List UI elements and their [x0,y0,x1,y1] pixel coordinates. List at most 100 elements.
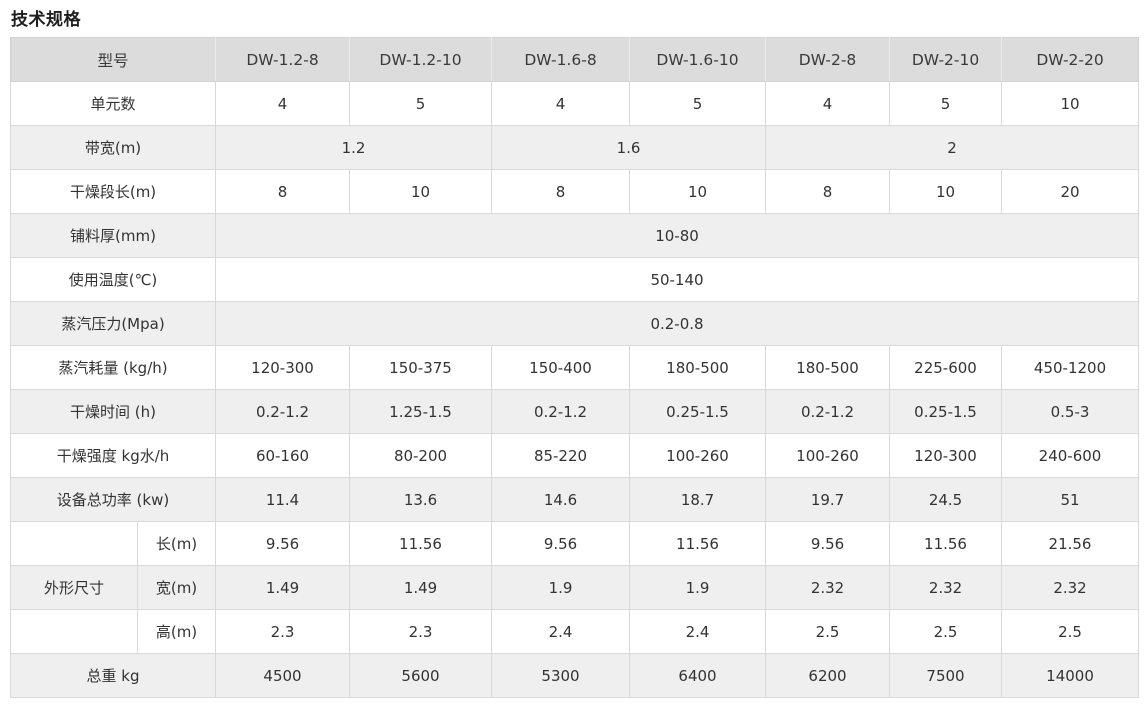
dimension-height-value: 2.4 [491,609,631,654]
total-power-value: 18.7 [629,477,767,522]
steam-consumption-value: 180-500 [765,345,891,390]
steam-consumption-value: 150-375 [349,345,493,390]
drying-length-value: 10 [629,169,767,214]
table-row-belt-width: 带宽(m) 1.2 1.6 2 [9,125,1140,170]
dimension-height-value: 2.5 [765,609,891,654]
drying-time-value: 0.5-3 [1001,389,1140,434]
dimensions-group-cell-empty [10,521,138,566]
dimension-length-value: 9.56 [215,521,351,566]
unit-count-value: 4 [491,81,631,126]
dimensions-group-cell-empty [10,609,138,654]
table-row-steam-pressure: 蒸汽压力(Mpa) 0.2-0.8 [9,301,1140,346]
dimension-length-value: 9.56 [491,521,631,566]
total-weight-value: 6400 [629,653,767,698]
table-row-dimension-height: 高(m) 2.3 2.3 2.4 2.4 2.5 2.5 2.5 [10,609,1140,654]
drying-length-value: 10 [349,169,493,214]
dimension-width-value: 1.9 [629,565,767,610]
total-weight-value: 14000 [1001,653,1140,698]
model-header: DW-1.2-8 [215,37,351,82]
row-label-steam-pressure: 蒸汽压力(Mpa) [9,301,217,346]
belt-width-value: 1.6 [491,125,767,170]
dimension-width-value: 2.32 [765,565,891,610]
total-power-value: 24.5 [889,477,1003,522]
page-title: 技术规格 [11,10,81,30]
table-row-drying-intensity: 干燥强度 kg水/h 60-160 80-200 85-220 100-260 … [9,433,1140,478]
row-label-drying-intensity: 干燥强度 kg水/h [9,433,217,478]
model-header: DW-1.6-10 [629,37,767,82]
unit-count-value: 5 [889,81,1003,126]
row-label-total-power: 设备总功率 (kw) [9,477,217,522]
total-weight-value: 5300 [491,653,631,698]
dimension-width-value: 2.32 [889,565,1003,610]
row-label-belt-width: 带宽(m) [9,125,217,170]
drying-time-value: 0.2-1.2 [215,389,351,434]
table-row-total-weight: 总重 kg 4500 5600 5300 6400 6200 7500 1400… [9,653,1140,698]
row-label-operating-temp: 使用温度(℃) [9,257,217,302]
table-row-total-power: 设备总功率 (kw) 11.4 13.6 14.6 18.7 19.7 24.5… [9,477,1140,522]
steam-consumption-value: 450-1200 [1001,345,1140,390]
drying-intensity-value: 120-300 [889,433,1003,478]
table-row-models: 型号 DW-1.2-8 DW-1.2-10 DW-1.6-8 DW-1.6-10… [9,37,1140,82]
drying-time-value: 0.2-1.2 [491,389,631,434]
table-row-operating-temp: 使用温度(℃) 50-140 [9,257,1140,302]
row-label-drying-time: 干燥时间 (h) [9,389,217,434]
model-row-label: 型号 [9,37,217,82]
row-label-total-weight: 总重 kg [9,653,217,698]
dimension-width-value: 1.49 [349,565,493,610]
operating-temp-value: 50-140 [215,257,1140,302]
drying-time-value: 0.25-1.5 [889,389,1003,434]
unit-count-value: 5 [629,81,767,126]
total-weight-value: 7500 [889,653,1003,698]
drying-intensity-value: 100-260 [765,433,891,478]
dimension-length-value: 21.56 [1001,521,1140,566]
total-weight-value: 6200 [765,653,891,698]
total-power-value: 13.6 [349,477,493,522]
unit-count-value: 4 [215,81,351,126]
row-label-dimension-height: 高(m) [136,609,217,654]
table-row-unit-count: 单元数 4 5 4 5 4 5 10 [9,81,1140,126]
steam-consumption-value: 150-400 [491,345,631,390]
drying-length-value: 8 [491,169,631,214]
dimension-length-value: 11.56 [629,521,767,566]
drying-intensity-value: 100-260 [629,433,767,478]
drying-intensity-value: 85-220 [491,433,631,478]
drying-intensity-value: 60-160 [215,433,351,478]
drying-intensity-value: 240-600 [1001,433,1140,478]
row-label-dimension-width: 宽(m) [136,565,217,610]
total-power-value: 11.4 [215,477,351,522]
table-row-dimension-length: 长(m) 9.56 11.56 9.56 11.56 9.56 11.56 21… [10,521,1140,566]
drying-length-value: 10 [889,169,1003,214]
drying-intensity-value: 80-200 [349,433,493,478]
spec-table: 型号 DW-1.2-8 DW-1.2-10 DW-1.6-8 DW-1.6-10… [9,37,1140,698]
table-row-dimension-width: 外形尺寸 宽(m) 1.49 1.49 1.9 1.9 2.32 2.32 2.… [10,565,1140,610]
dimension-width-value: 1.9 [491,565,631,610]
steam-consumption-value: 180-500 [629,345,767,390]
steam-pressure-value: 0.2-0.8 [215,301,1140,346]
drying-time-value: 0.2-1.2 [765,389,891,434]
dimension-length-value: 11.56 [349,521,493,566]
row-label-unit-count: 单元数 [9,81,217,126]
table-row-material-thickness: 铺料厚(mm) 10-80 [9,213,1140,258]
total-power-value: 14.6 [491,477,631,522]
drying-time-value: 1.25-1.5 [349,389,493,434]
unit-count-value: 10 [1001,81,1140,126]
steam-consumption-value: 225-600 [889,345,1003,390]
drying-time-value: 0.25-1.5 [629,389,767,434]
total-weight-value: 4500 [215,653,351,698]
unit-count-value: 4 [765,81,891,126]
table-row-drying-time: 干燥时间 (h) 0.2-1.2 1.25-1.5 0.2-1.2 0.25-1… [9,389,1140,434]
model-header: DW-2-20 [1001,37,1140,82]
dimension-width-value: 2.32 [1001,565,1140,610]
row-label-drying-length: 干燥段长(m) [9,169,217,214]
table-row-steam-consumption: 蒸汽耗量 (kg/h) 120-300 150-375 150-400 180-… [9,345,1140,390]
row-label-material-thickness: 铺料厚(mm) [9,213,217,258]
dimension-length-value: 9.56 [765,521,891,566]
material-thickness-value: 10-80 [215,213,1140,258]
dimension-height-value: 2.3 [349,609,493,654]
dimension-height-value: 2.3 [215,609,351,654]
unit-count-value: 5 [349,81,493,126]
row-label-dimension-length: 长(m) [136,521,217,566]
dimension-width-value: 1.49 [215,565,351,610]
model-header: DW-1.6-8 [491,37,631,82]
